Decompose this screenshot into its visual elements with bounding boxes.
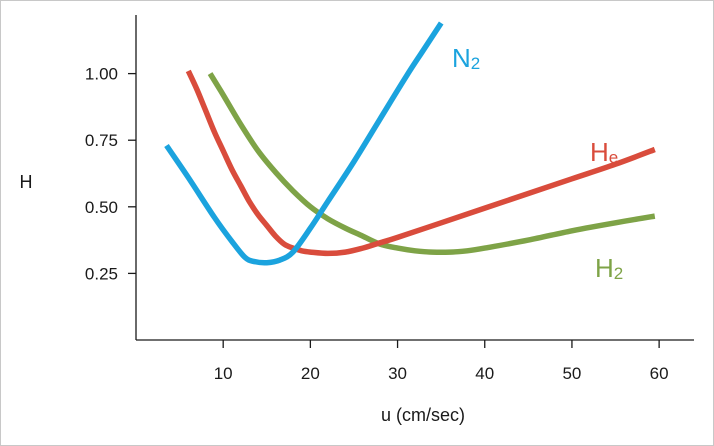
x-axis-label: u (cm/sec) [381,405,465,425]
y-tick-label: 0.25 [85,264,118,283]
x-tick-label: 60 [650,364,669,383]
series-label-h2: H2 [595,253,623,283]
x-tick-label: 50 [562,364,581,383]
y-tick-label: 0.50 [85,198,118,217]
y-axis-label: H [20,172,33,192]
x-tick-label: 10 [214,364,233,383]
x-tick-label: 40 [475,364,494,383]
y-tick-label: 1.00 [85,65,118,84]
series-label-he: He [590,137,618,167]
series-label-n2: N2 [452,43,480,73]
x-tick-label: 30 [388,364,407,383]
y-tick-label: 0.75 [85,131,118,150]
x-tick-label: 20 [301,364,320,383]
series-line-n2 [164,21,444,266]
